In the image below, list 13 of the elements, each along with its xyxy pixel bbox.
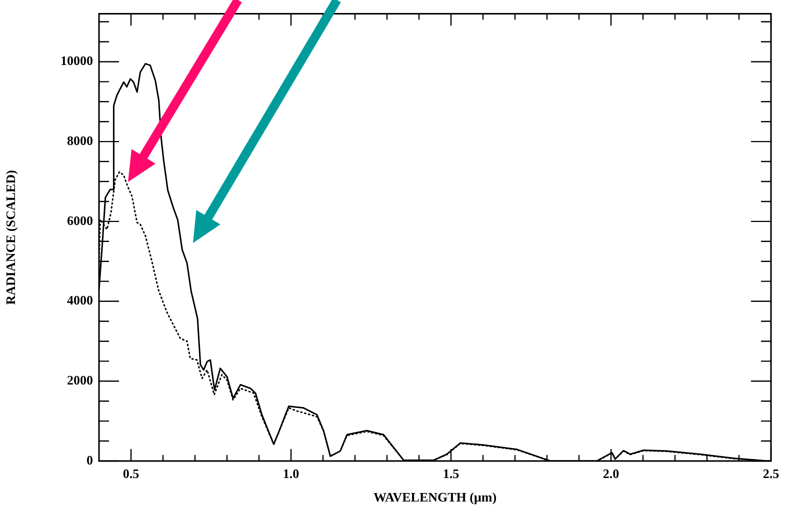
x-tick-label: 2.5 <box>762 466 780 482</box>
x-axis-title: WAVELENGTH (μm) <box>373 490 497 505</box>
x-tick-label: 2.0 <box>602 466 620 482</box>
y-tick-label: 4000 <box>67 292 93 308</box>
y-axis-title: RADIANCE (SCALED) <box>3 170 18 305</box>
y-tick-label: 10000 <box>60 53 93 68</box>
x-tick-label: 0.5 <box>122 466 140 482</box>
x-tick-label: 1.0 <box>282 466 300 482</box>
x-tick-label: 1.5 <box>442 466 460 482</box>
y-tick-label: 2000 <box>67 372 93 388</box>
y-tick-label: 6000 <box>67 212 93 228</box>
y-tick-label: 0 <box>86 452 93 468</box>
y-tick-label: 8000 <box>67 132 93 148</box>
